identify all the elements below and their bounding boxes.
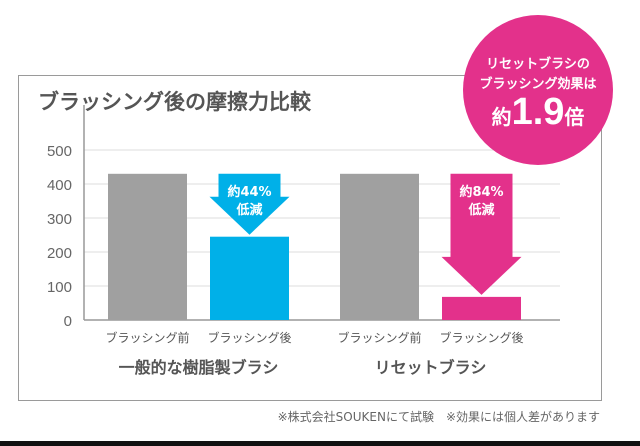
badge-value: 1.9 [511,91,565,133]
reduction-arrow [441,173,522,295]
reduction-label: 低減 [467,202,494,218]
bar [210,236,289,320]
effect-badge: リセットブラシの ブラッシング効果は 約1.9倍 [463,15,613,165]
reduction-percent: 約84% [459,184,503,200]
badge-line3: 約1.9倍 [463,91,613,134]
bar [442,296,521,320]
y-tick-label: 500 [47,143,72,160]
badge-prefix: 約 [491,105,512,129]
group-label: 一般的な樹脂製ブラシ [119,358,279,377]
y-tick-label: 300 [47,211,72,228]
y-tick-label: 100 [47,279,72,296]
y-tick-label: 400 [47,177,72,194]
category-label: ブラッシング前 [105,330,189,345]
category-label: ブラッシング前 [337,330,421,345]
footnote: ※株式会社SOUKENにて試験 ※効果には個人差があります [277,410,600,424]
reduction-label: 低減 [235,202,262,218]
group-label: リセットブラシ [375,358,487,377]
badge-line1: リセットブラシの [486,57,590,72]
bar [340,173,419,320]
y-tick-label: 200 [47,245,72,262]
reduction-percent: 約44% [227,184,271,200]
badge-line2: ブラッシング効果は [479,77,597,92]
bar [108,173,187,320]
chart-frame [18,75,602,401]
badge-suffix: 倍 [564,105,585,129]
category-label: ブラッシング後 [207,330,291,345]
reduction-arrow [209,173,290,235]
bottom-bar [0,441,640,446]
y-tick-label: 0 [64,313,72,330]
category-label: ブラッシング後 [439,330,523,345]
